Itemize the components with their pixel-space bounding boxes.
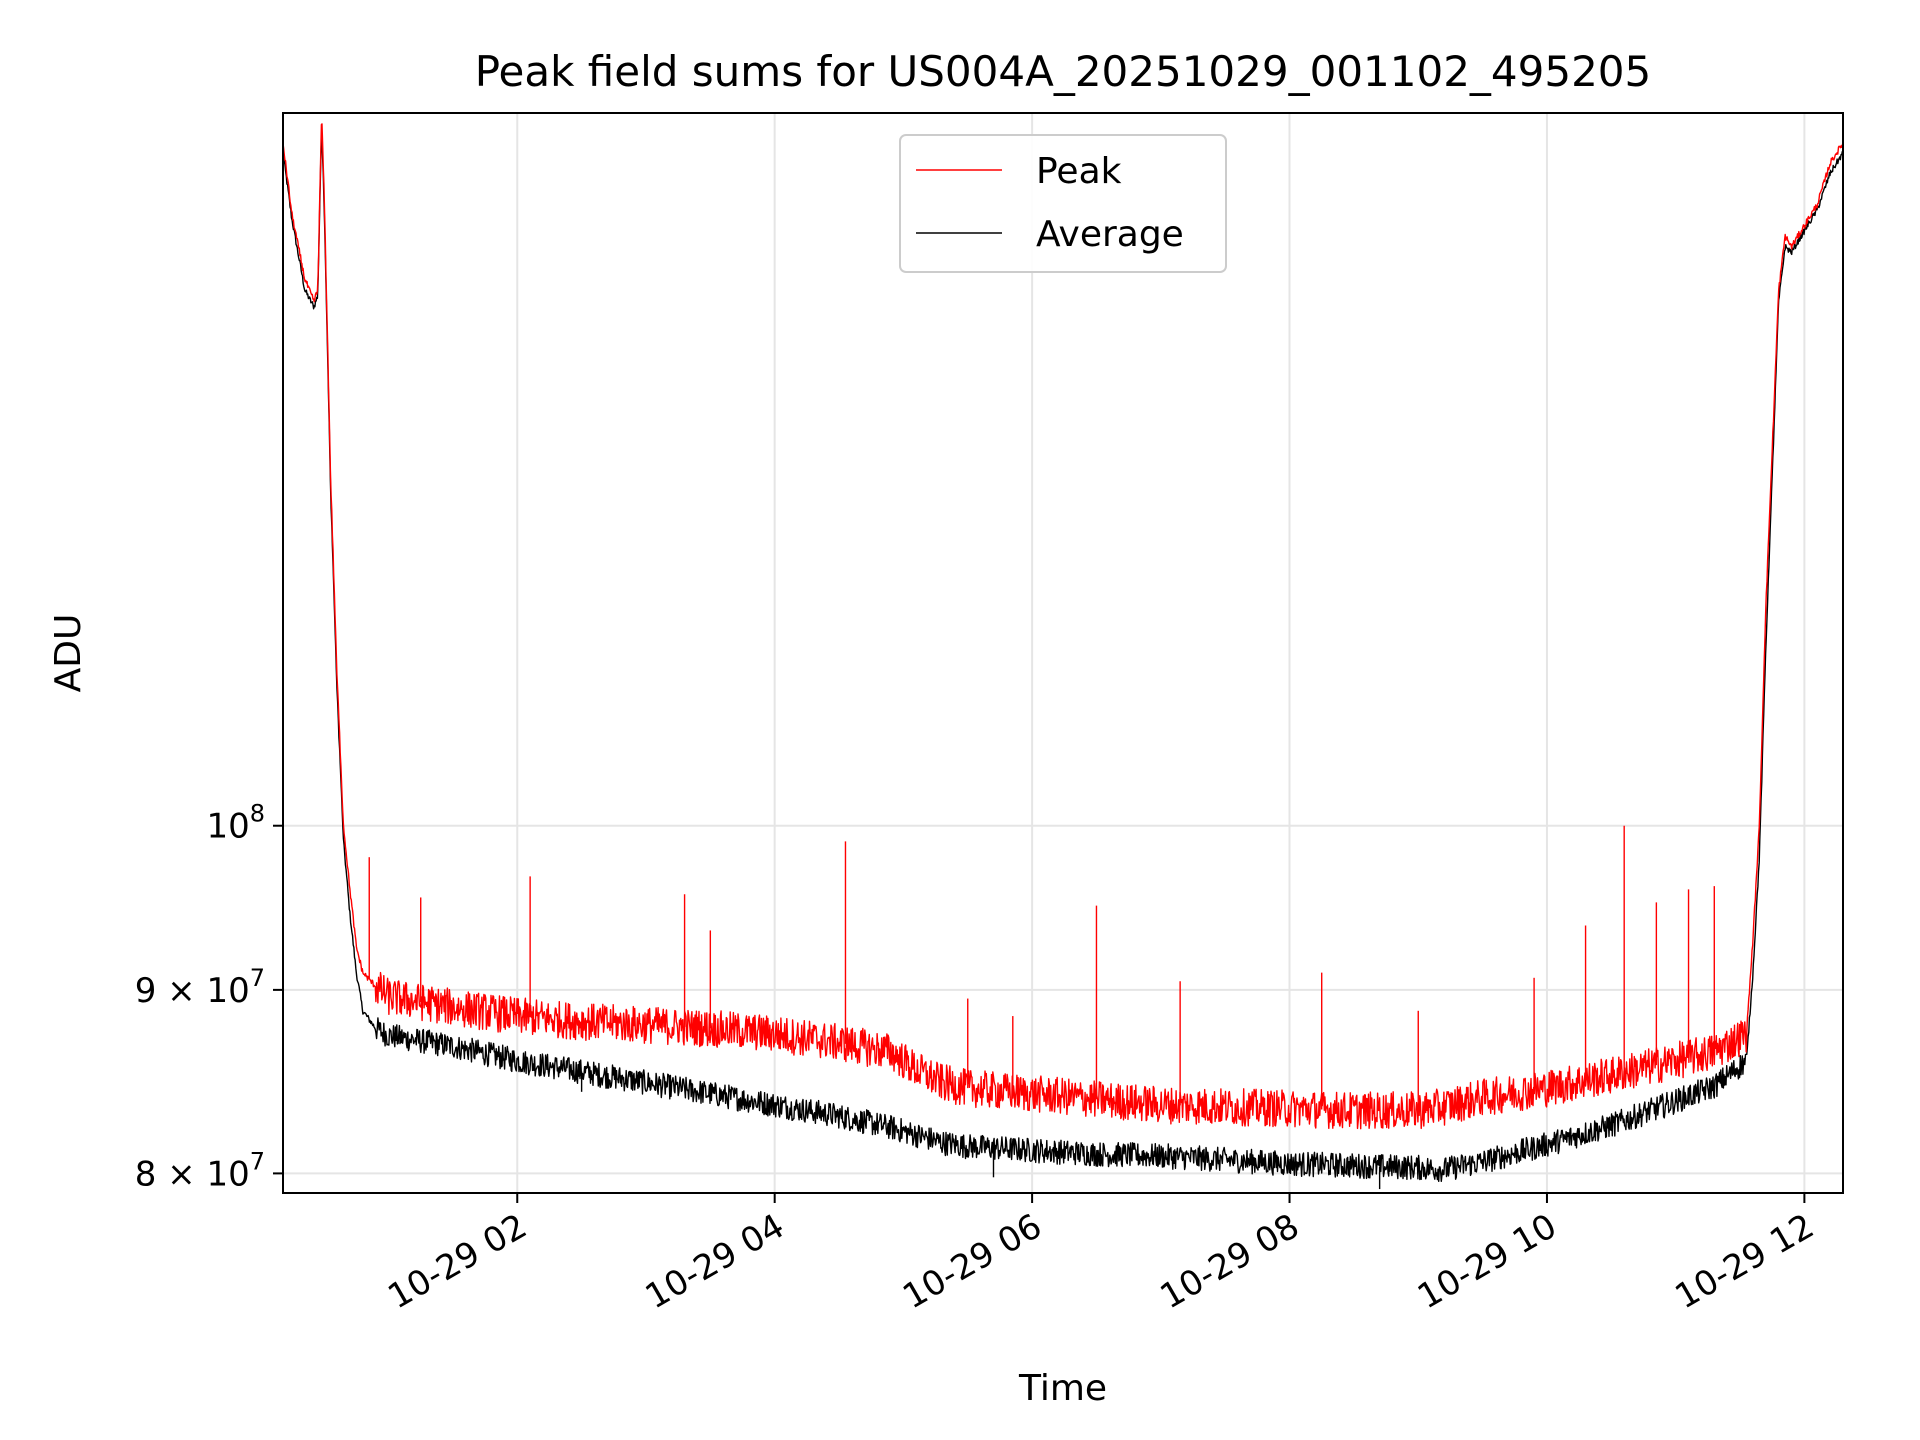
legend: Peak Average <box>899 134 1227 273</box>
chart-title: Peak field sums for US004A_20251029_0011… <box>475 47 1652 96</box>
y-axis-label: ADU <box>48 614 89 693</box>
y-tick-label: 8 × 107 <box>135 1147 265 1194</box>
series-line-average <box>283 135 1843 1183</box>
series-line-peak <box>283 123 1843 1130</box>
series-layer <box>283 123 1843 1190</box>
x-axis-label: Time <box>1018 1368 1107 1409</box>
legend-label-average: Average <box>1036 214 1184 255</box>
y-tick-label: 9 × 107 <box>135 964 265 1011</box>
grid <box>283 113 1843 1193</box>
y-axis: 108 9 × 107 8 × 107 <box>135 800 283 1194</box>
plot-area-frame <box>282 112 1844 1194</box>
legend-label-peak: Peak <box>1036 151 1122 192</box>
y-tick-label: 108 <box>206 800 265 847</box>
